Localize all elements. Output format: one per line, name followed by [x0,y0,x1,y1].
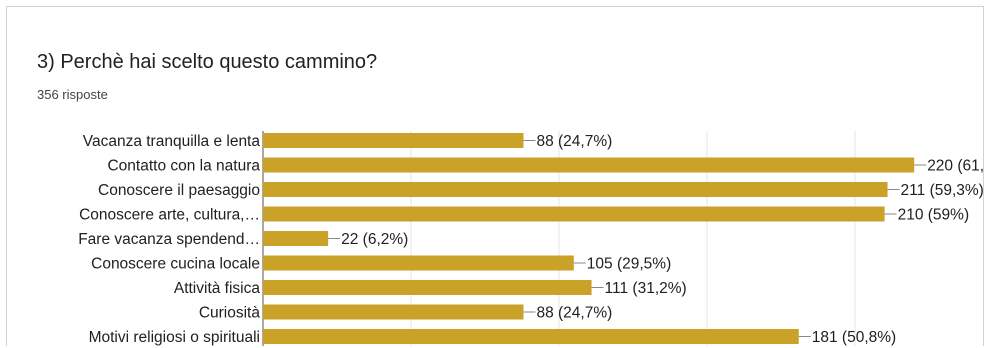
labels-layer: Vacanza tranquilla e lenta 88 (24,7%) Cont… [78,133,984,346]
bar [263,157,915,173]
data-label: 88 (24,7%) [536,305,612,322]
data-label: 210 (59%) [898,207,970,224]
bar-chart: Vacanza tranquilla e lenta 88 (24,7%) Cont… [78,131,984,346]
data-label: 105 (29,5%) [587,256,671,273]
bars-layer [263,133,915,344]
bar [263,255,574,271]
bar [263,231,329,246]
bar [263,182,888,197]
response-count: 356 risposte [37,87,108,102]
bar [263,304,524,320]
category-label: Motivi religiosi o spirituali [89,329,260,346]
data-label: 22 (6,2%) [341,231,408,248]
bar [263,206,885,222]
category-label: Vacanza tranquilla e lenta [83,133,261,150]
category-label: Conoscere arte, cultura,… [79,207,260,224]
chart-card: 3) Perchè hai scelto questo cammino? 356… [6,6,984,346]
data-label: 88 (24,7%) [536,133,612,150]
data-label: 220 (61,8%) [927,158,984,175]
data-label: 111 (31,2%) [605,280,687,297]
category-label: Attività fisica [174,280,261,297]
category-label: Contatto con la natura [107,158,260,175]
category-label: Conoscere il paesaggio [98,182,260,199]
bar [263,133,524,148]
bar [263,329,799,344]
bar [263,280,592,295]
category-label: Fare vacanza spendend… [78,231,260,248]
data-label: 181 (50,8%) [812,329,896,346]
category-label: Curiosità [199,305,261,322]
question-title: 3) Perchè hai scelto questo cammino? [37,51,378,73]
category-label: Conoscere cucina locale [91,256,260,273]
data-label: 211 (59,3%) [901,182,984,199]
